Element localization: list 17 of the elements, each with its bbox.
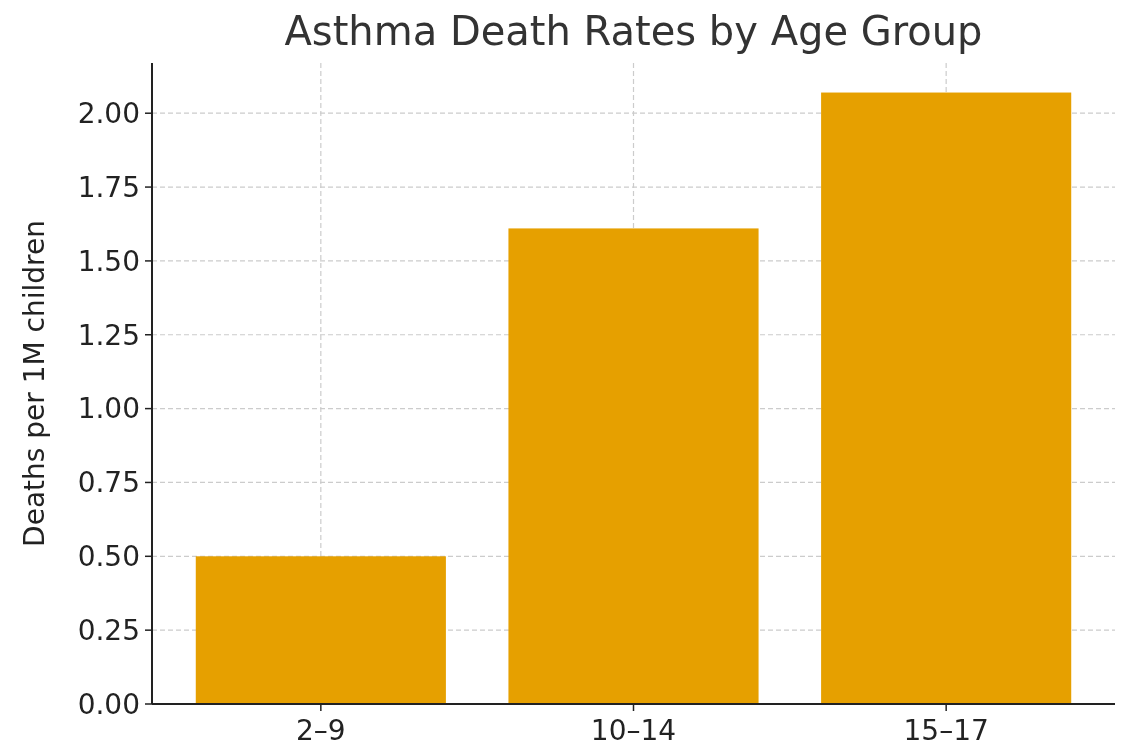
y-tick-label: 1.25	[77, 318, 140, 352]
x-tick-label: 2–9	[296, 714, 346, 746]
y-tick-label: 2.00	[77, 97, 140, 131]
chart-title: Asthma Death Rates by Age Group	[284, 8, 983, 54]
y-tick-label: 0.50	[77, 540, 140, 574]
y-tick-label: 1.00	[77, 392, 140, 426]
x-tick-label: 15–17	[903, 714, 989, 746]
bar	[508, 228, 759, 704]
bar	[821, 92, 1072, 704]
y-tick-label: 0.25	[77, 613, 140, 647]
y-tick-label: 1.75	[77, 170, 140, 204]
y-tick-label: 0.75	[77, 466, 140, 500]
y-tick-label: 1.50	[77, 244, 140, 278]
bar	[195, 556, 446, 704]
x-tick-label: 10–14	[590, 714, 677, 746]
y-axis-title: Deaths per 1M children	[18, 220, 51, 547]
y-tick-label: 0.00	[77, 687, 140, 721]
